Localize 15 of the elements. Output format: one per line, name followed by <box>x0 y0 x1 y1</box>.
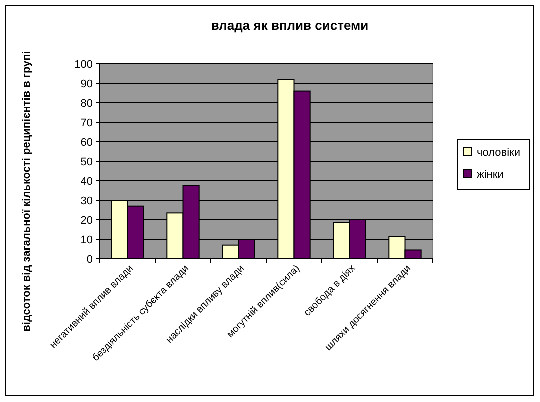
y-tick-label: 70 <box>80 117 93 130</box>
y-tick-label: 20 <box>80 214 93 227</box>
y-axis-title: відсоток від загальної кількості реципієнтів в групі <box>21 51 33 332</box>
chart-title: влада як вплив системи <box>211 18 369 33</box>
y-tick-label: 30 <box>80 195 93 208</box>
y-tick-label: 0 <box>86 254 93 266</box>
y-tick-label: 90 <box>80 78 93 90</box>
y-tick-label: 80 <box>80 98 93 110</box>
y-tick-label: 60 <box>80 136 93 149</box>
y-tick-label: 50 <box>80 156 93 168</box>
y-tick-label: 100 <box>74 58 93 71</box>
legend-label: чоловіки <box>477 146 521 159</box>
y-tick-label: 10 <box>80 234 93 246</box>
y-tick-label: 40 <box>80 176 93 188</box>
legend-label: жінки <box>477 168 504 181</box>
